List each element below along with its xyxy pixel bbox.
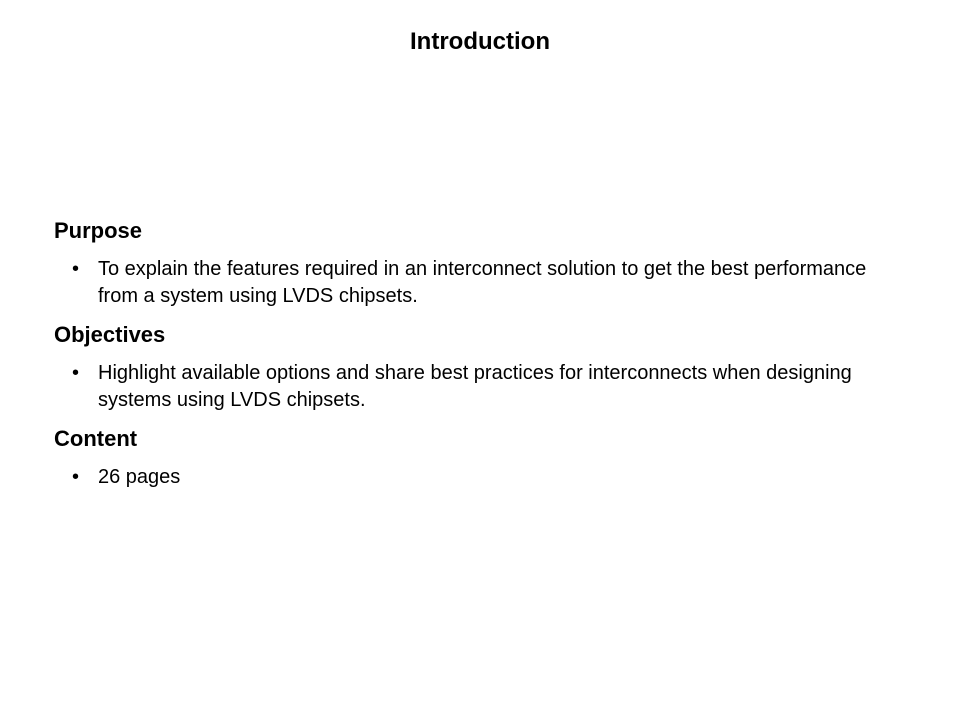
section-heading-purpose: Purpose <box>54 218 906 244</box>
list-item: 26 pages <box>54 464 906 491</box>
list-item: Highlight available options and share be… <box>54 360 906 414</box>
section-heading-objectives: Objectives <box>54 322 906 348</box>
section-heading-content: Content <box>54 426 906 452</box>
bullet-list-content: 26 pages <box>54 464 906 491</box>
content-area: Purpose To explain the features required… <box>54 218 906 503</box>
list-item: To explain the features required in an i… <box>54 256 906 310</box>
bullet-list-purpose: To explain the features required in an i… <box>54 256 906 310</box>
bullet-list-objectives: Highlight available options and share be… <box>54 360 906 414</box>
slide-title: Introduction <box>0 28 960 56</box>
